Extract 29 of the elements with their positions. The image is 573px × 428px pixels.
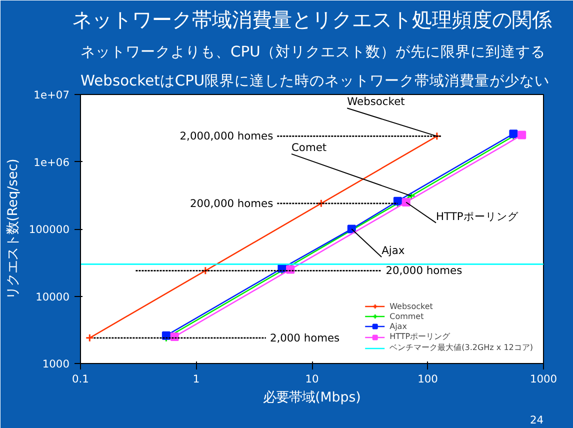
legend-label: ベンチマーク最大値(3.2GHz x 12コア) — [390, 342, 533, 353]
legend-label: HTTPポーリング — [390, 331, 450, 342]
y-tick-label: 1000 — [42, 358, 70, 370]
x-tick-label: 1 — [192, 372, 200, 386]
annotation: 2,000 homes — [270, 331, 340, 344]
x-tick-label: 1000 — [530, 372, 558, 386]
y-axis-title: リクエスト数(Req/sec) — [6, 158, 21, 300]
text: 24 — [530, 414, 544, 426]
x-tick-label: 100 — [418, 372, 438, 386]
annotation: 200,000 homes — [190, 196, 274, 210]
annotation: Websocket — [347, 95, 405, 108]
y-tick-label: 10000 — [36, 290, 70, 304]
annotation: 2,000,000 homes — [180, 130, 274, 143]
legend-label: Commet — [390, 311, 424, 321]
annotation: 20,000 homes — [386, 264, 463, 278]
y-tick-label: 100000 — [28, 223, 70, 236]
x-tick-label: 0.1 — [72, 372, 89, 386]
annotation: Comet — [291, 140, 327, 154]
chart-title: ネットワーク帯域消費量とリクエスト処理頻度の関係 — [72, 8, 552, 32]
chart-subtitle: ネットワークよりも、CPU（対リクエスト数）が先に限界に到達する — [80, 44, 546, 60]
text: WebsocketはCPU限界に達した時のネットワーク帯域消費量が少ない — [80, 72, 550, 90]
annotation: Ajax — [382, 244, 405, 258]
y-tick-label: 1e+06 — [34, 156, 70, 169]
x-axis-title: 必要帯域(Mbps) — [263, 390, 361, 406]
legend-label: Ajax — [390, 321, 408, 331]
legend-label: Websocket — [390, 301, 433, 311]
y-tick-label: 1e+07 — [34, 88, 70, 102]
annotation: HTTPポーリング — [436, 210, 520, 223]
x-tick-label: 10 — [305, 372, 319, 386]
